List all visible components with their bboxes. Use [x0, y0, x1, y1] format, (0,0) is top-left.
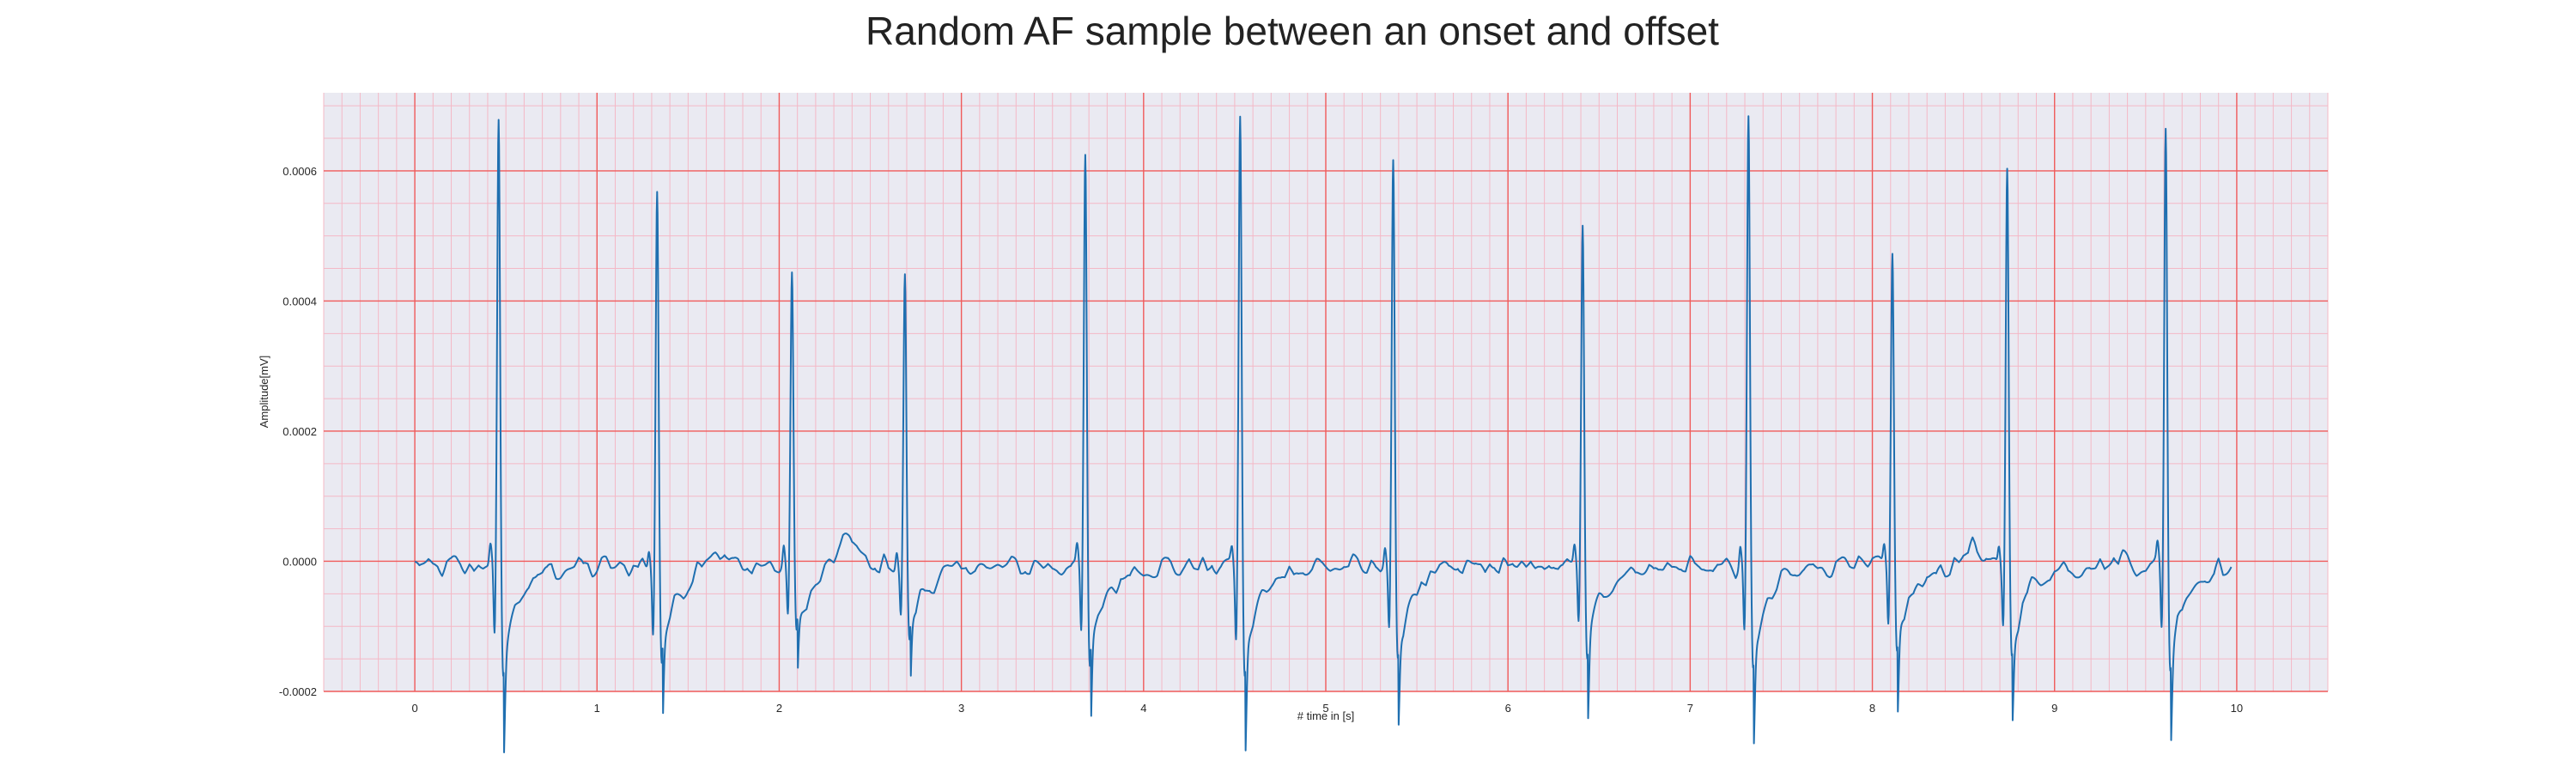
y-tick-label: 0.0000 — [283, 555, 317, 568]
chart-title: Random AF sample between an onset and of… — [866, 9, 1719, 53]
x-tick-label: 0 — [411, 702, 417, 715]
x-axis-ticks: 0 1 2 3 4 5 6 7 8 9 10 — [411, 702, 2243, 715]
x-tick-label: 10 — [2231, 702, 2243, 715]
x-tick-label: 7 — [1687, 702, 1693, 715]
x-axis-label: # time in [s] — [1297, 709, 1354, 722]
major-grid — [324, 93, 2328, 692]
x-tick-label: 5 — [1322, 702, 1328, 715]
ecg-signal-line — [414, 115, 2233, 754]
series-layer — [414, 115, 2233, 754]
minor-grid — [323, 93, 2329, 691]
x-tick-label: 2 — [776, 702, 782, 715]
x-tick-label: 6 — [1505, 702, 1511, 715]
y-axis-ticks: -0.0002 0.0000 0.0002 0.0004 0.0006 — [279, 165, 317, 698]
y-tick-label: 0.0004 — [283, 295, 317, 307]
x-tick-label: 1 — [594, 702, 600, 715]
x-tick-label: 3 — [958, 702, 964, 715]
x-tick-label: 4 — [1140, 702, 1146, 715]
y-tick-label: -0.0002 — [279, 685, 317, 698]
y-axis-label: Amplitude[mV] — [258, 356, 270, 429]
x-tick-label: 9 — [2051, 702, 2057, 715]
x-tick-label: 8 — [1869, 702, 1875, 715]
y-tick-label: 0.0006 — [283, 165, 317, 178]
y-tick-label: 0.0002 — [283, 425, 317, 438]
